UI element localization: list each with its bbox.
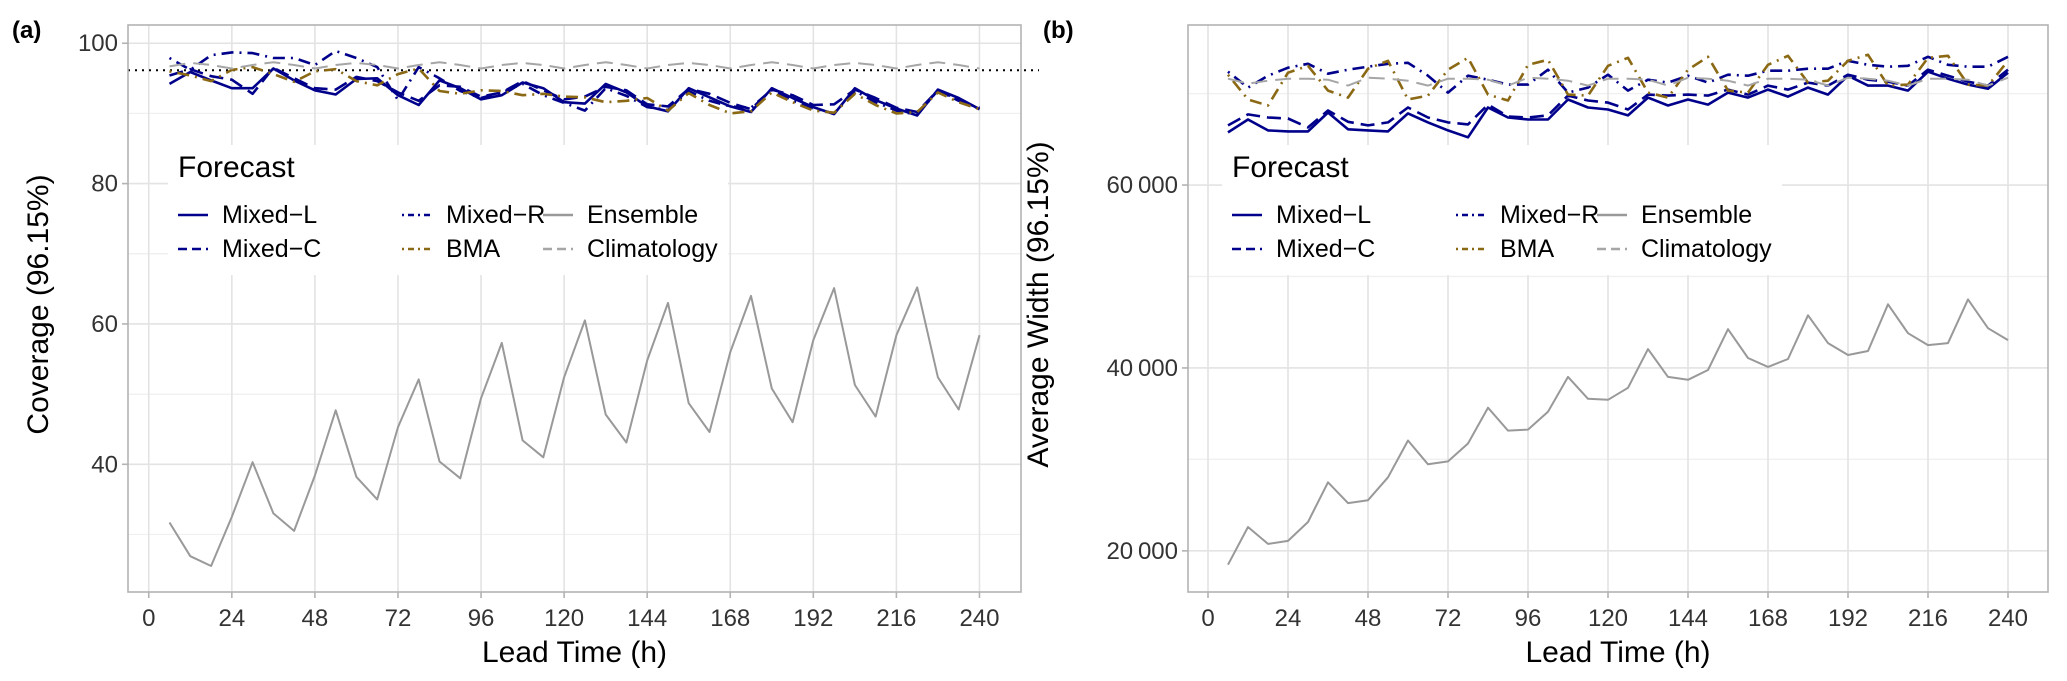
gridlines xyxy=(128,25,1021,592)
legend: Forecast Mixed−L Mixed−C Mixed−R BMA Ensemble… xyxy=(1222,145,1782,275)
x-tick-label: 168 xyxy=(710,605,750,632)
legend-label: Mixed−L xyxy=(222,201,317,229)
series-lines xyxy=(168,49,981,567)
y-tick-label: 60 000 xyxy=(1106,172,1178,199)
x-tick-label: 240 xyxy=(1988,605,2028,632)
legend-label: Ensemble xyxy=(1641,201,1752,229)
x-axis-title: Lead Time (h) xyxy=(1525,636,1710,669)
gridlines xyxy=(1188,25,2048,592)
y-tick-label: 80 xyxy=(91,171,118,198)
series-line-mixed-c xyxy=(1227,68,2009,129)
x-tick-label: 48 xyxy=(1355,605,1382,632)
series-line-mixed-l xyxy=(168,67,981,117)
legend: Forecast Mixed−L Mixed−C Mixed−R BMA Ensemble… xyxy=(168,145,728,275)
x-tick-label: 144 xyxy=(1668,605,1708,632)
y-tick-label: 60 xyxy=(91,311,118,338)
series-line-ensemble xyxy=(168,286,981,567)
x-tick-label: 48 xyxy=(302,605,329,632)
legend-label: Mixed−C xyxy=(1276,235,1375,263)
y-tick-label: 40 xyxy=(91,451,118,478)
x-tick-label: 24 xyxy=(218,605,245,632)
series-line-mixed-r xyxy=(168,49,980,117)
x-tick-label: 192 xyxy=(793,605,833,632)
x-tick-label: 24 xyxy=(1275,605,1302,632)
panel-tag: (a) xyxy=(12,17,41,44)
legend-label: Climatology xyxy=(587,235,718,263)
series-line-mixed-l xyxy=(1227,70,2009,139)
x-tick-label: 192 xyxy=(1828,605,1868,632)
series-line-climatology xyxy=(1227,76,2009,87)
x-tick-label: 120 xyxy=(1588,605,1628,632)
legend-label: Climatology xyxy=(1641,235,1772,263)
series-line-climatology xyxy=(169,61,980,70)
legend-title: Forecast xyxy=(178,151,295,184)
x-tick-label: 216 xyxy=(876,605,916,632)
plot-frame xyxy=(127,24,1022,593)
series-line-mixed-r xyxy=(1227,55,2009,94)
plot-background xyxy=(1188,25,2048,592)
panel-tag: (b) xyxy=(1043,17,1074,44)
series-line-ensemble xyxy=(1227,298,2009,566)
y-tick-label: 20 000 xyxy=(1106,538,1178,565)
plot-frame xyxy=(1187,24,2049,593)
series-line-bma xyxy=(1226,53,2010,107)
plot-background xyxy=(128,25,1021,592)
legend-label: Mixed−C xyxy=(222,235,321,263)
x-axis-title: Lead Time (h) xyxy=(482,636,667,669)
x-tick-label: 0 xyxy=(142,605,155,632)
panel-b-average-width: (b) Forecast Mixed−L Mixed−C Mixed−R BMA Ensem… xyxy=(1022,17,2049,669)
legend-title: Forecast xyxy=(1232,151,1349,184)
legend-label: Ensemble xyxy=(587,201,698,229)
x-tick-label: 96 xyxy=(1515,605,1542,632)
y-tick-label: 40 000 xyxy=(1106,355,1178,382)
x-tick-label: 240 xyxy=(959,605,999,632)
x-tick-label: 120 xyxy=(544,605,584,632)
panel-a-coverage: (a) Forecast Mixed−L Mixed−C Mixed−R BMA Ensem… xyxy=(12,17,1039,669)
y-tick-label: 100 xyxy=(78,30,118,57)
legend-label: Mixed−R xyxy=(1500,201,1599,229)
x-tick-label: 144 xyxy=(627,605,667,632)
x-tick-label: 72 xyxy=(385,605,412,632)
legend-label: Mixed−R xyxy=(446,201,545,229)
series-lines xyxy=(1226,53,2010,566)
legend-background xyxy=(168,145,728,275)
x-tick-label: 72 xyxy=(1435,605,1462,632)
series-line-bma xyxy=(169,65,980,115)
x-tick-label: 168 xyxy=(1748,605,1788,632)
x-tick-label: 0 xyxy=(1201,605,1214,632)
x-tick-label: 216 xyxy=(1908,605,1948,632)
y-axis-title: Average Width (96.15%) xyxy=(1022,141,1055,467)
x-tick-label: 96 xyxy=(468,605,495,632)
legend-background xyxy=(1222,145,1782,275)
legend-label: BMA xyxy=(1500,235,1555,263)
legend-label: BMA xyxy=(446,235,501,263)
y-axis-title: Coverage (96.15%) xyxy=(22,174,55,434)
legend-label: Mixed−L xyxy=(1276,201,1371,229)
